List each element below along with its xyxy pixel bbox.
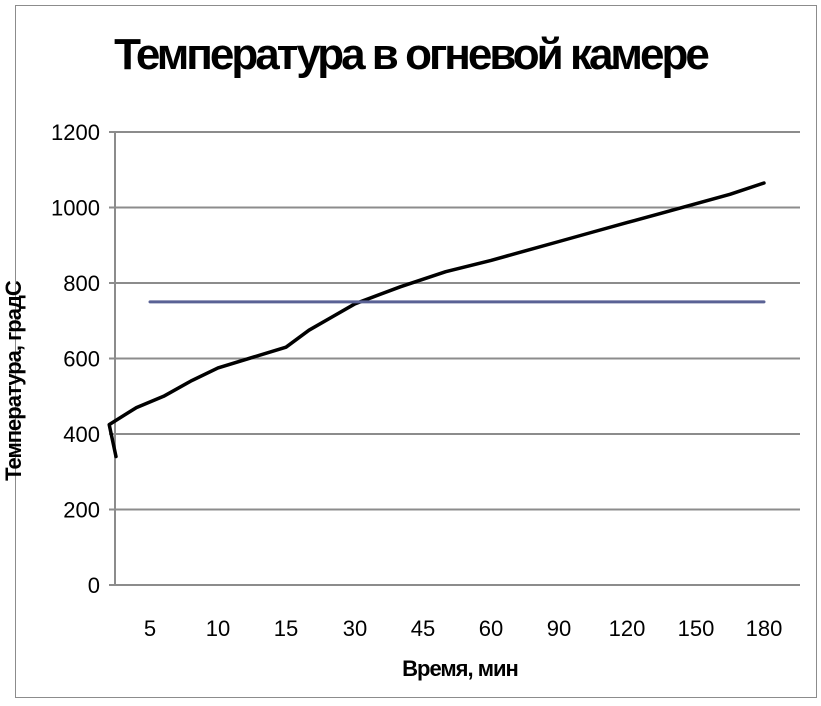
x-tick-label: 15 (274, 616, 298, 641)
y-tick-label: 1200 (51, 120, 100, 145)
temperature-curve (107, 181, 766, 459)
y-tick-label: 0 (88, 573, 100, 598)
x-tick-label: 150 (678, 616, 715, 641)
y-tick-label: 400 (63, 422, 100, 447)
x-tick-label: 30 (343, 616, 367, 641)
y-tick-label: 600 (63, 347, 100, 372)
y-tick-label: 1000 (51, 196, 100, 221)
x-tick-label: 10 (206, 616, 230, 641)
y-tick-label: 200 (63, 498, 100, 523)
x-tick-label: 5 (144, 616, 156, 641)
x-tick-label: 60 (479, 616, 503, 641)
x-tick-label: 120 (609, 616, 646, 641)
chart-title: Температура в огневой камере (114, 30, 710, 79)
y-tick-label: 800 (63, 271, 100, 296)
x-tick-label: 45 (411, 616, 435, 641)
x-tick-label: 90 (547, 616, 571, 641)
x-tick-label: 180 (746, 616, 783, 641)
x-axis-label: Время, мин (402, 656, 519, 681)
chart-frame (15, 5, 817, 698)
